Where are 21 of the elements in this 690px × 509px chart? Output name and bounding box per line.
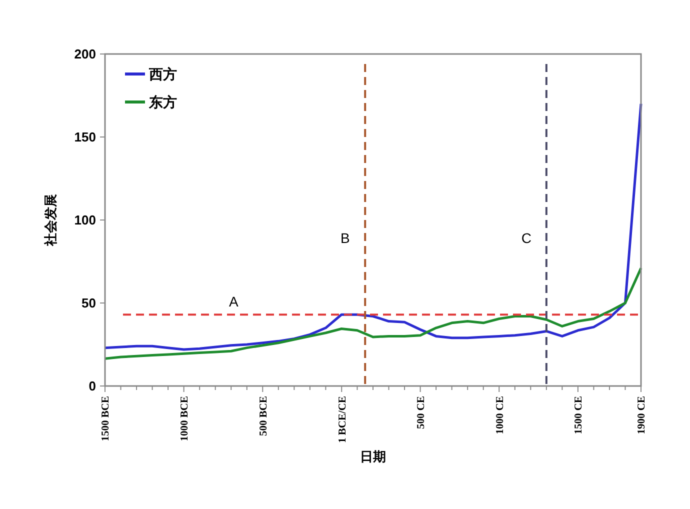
y-axis-title: 社会发展 [43, 194, 59, 247]
y-tick-label: 50 [82, 296, 96, 311]
ref-line-label: A [228, 294, 239, 310]
line-series [104, 266, 642, 360]
x-tick-label: 500 CE [416, 396, 427, 429]
ref-line-label: B [340, 230, 350, 246]
x-tick-label: 1900 CE [636, 396, 648, 434]
ref-line-label: C [521, 230, 532, 246]
legend-label: 西方 [148, 66, 177, 83]
x-tick-label: 1000 BCE [180, 396, 190, 442]
x-tick-label: 1500 BCE [100, 396, 112, 442]
y-tick-label: 100 [74, 212, 96, 228]
x-axis-title: 日期 [360, 450, 386, 465]
y-tick-label: 150 [74, 130, 96, 145]
x-tick-label: 1500 CE [574, 396, 585, 434]
x-tick-label: 500 BCE [258, 396, 270, 436]
x-tick-label: 1000 CE [494, 396, 506, 434]
y-tick-label: 0 [88, 378, 96, 394]
legend-label: 东方 [148, 94, 177, 111]
y-tick-label: 200 [74, 46, 96, 62]
x-tick-label: 1 BCE/CE [337, 396, 348, 443]
